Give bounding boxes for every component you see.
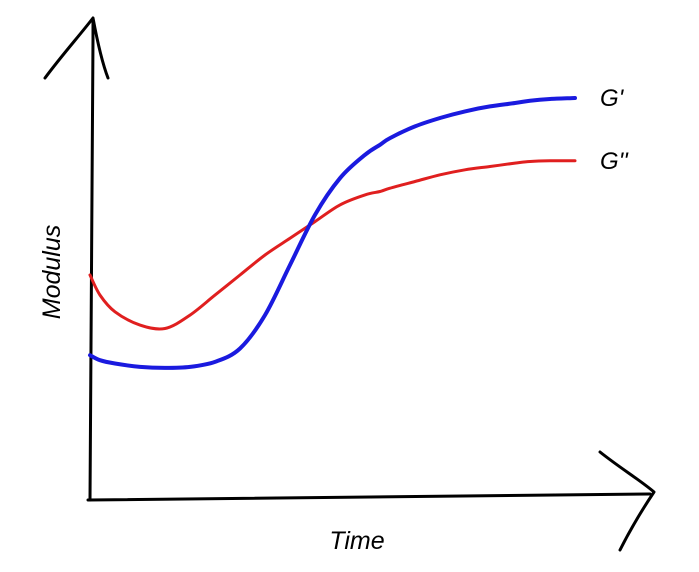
y-axis-line <box>88 20 95 502</box>
x-axis-line <box>86 492 652 502</box>
series-line-g-double-prime <box>88 159 577 331</box>
series-label-g-prime: G' <box>600 85 625 112</box>
y-axis-arrowhead <box>43 16 110 80</box>
series-label-g-double-prime: G'' <box>600 148 629 175</box>
series-layer: G'' G' <box>88 85 629 370</box>
x-axis-label: Time <box>329 527 384 555</box>
x-axis-arrowhead <box>598 450 656 552</box>
y-axis-label: Modulus <box>38 225 66 320</box>
x-axis <box>86 450 656 552</box>
series-line-g-prime <box>88 96 577 370</box>
